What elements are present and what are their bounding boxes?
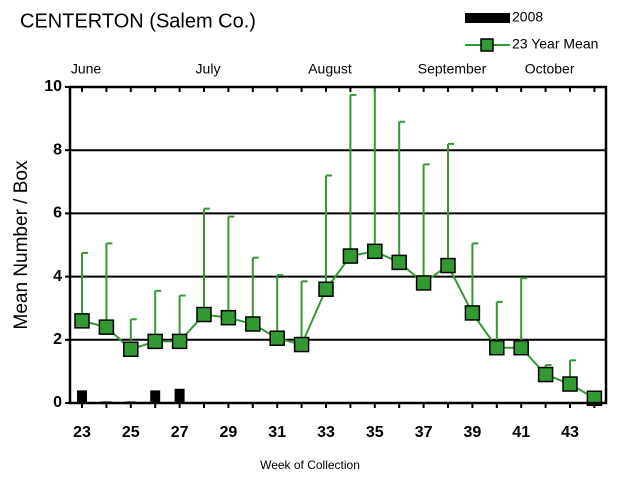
y-tick-label: 2 [53, 331, 62, 348]
y-tick-label: 6 [53, 205, 62, 222]
mean-line [81, 250, 595, 400]
mean-marker [513, 339, 529, 356]
legend-swatch [465, 13, 510, 23]
mean-marker [391, 254, 407, 271]
mean-marker [440, 257, 456, 274]
month-label: June [71, 61, 102, 77]
x-tick-label: 25 [122, 424, 140, 441]
mean-marker [489, 339, 505, 356]
x-tick-label: 31 [268, 424, 286, 441]
mean-marker [318, 281, 334, 297]
x-tick-label: 35 [366, 424, 384, 441]
x-tick-label: 39 [464, 424, 482, 441]
legend-label: 2008 [512, 9, 543, 25]
mean-marker [293, 336, 310, 353]
bar [174, 388, 185, 403]
mean-marker [123, 341, 139, 358]
x-tick-label: 33 [317, 424, 335, 441]
y-tick-label: 0 [53, 394, 62, 411]
mean-marker [367, 243, 383, 260]
mean-marker [196, 306, 212, 323]
mean-marker [220, 309, 237, 326]
x-tick-label: 29 [220, 424, 238, 441]
mean-marker [171, 333, 188, 350]
month-label: October [525, 61, 575, 77]
x-tick-label: 41 [512, 424, 530, 441]
y-tick-label: 8 [53, 141, 62, 158]
mean-marker [74, 313, 90, 329]
x-tick-label: 27 [171, 424, 189, 441]
month-label: August [308, 61, 352, 77]
legend-label: 23 Year Mean [512, 36, 598, 52]
x-tick-label: 43 [561, 424, 579, 441]
mean-marker [562, 376, 578, 392]
mean-marker [98, 319, 115, 335]
mean-marker [147, 333, 163, 350]
mean-marker [464, 305, 481, 321]
chart-title: CENTERTON (Salem Co.) [20, 10, 256, 32]
y-axis-label: Mean Number / Box [11, 160, 32, 329]
bar [150, 390, 161, 403]
x-tick-label: 23 [73, 424, 91, 441]
x-axis-label: Week of Collection [260, 458, 360, 472]
y-tick-label: 10 [44, 78, 62, 95]
month-label: July [196, 61, 221, 77]
legend-marker [480, 38, 494, 52]
mean-marker [342, 248, 359, 264]
y-tick-label: 4 [53, 268, 62, 285]
x-tick-label: 37 [415, 424, 433, 441]
bar [77, 390, 87, 403]
mean-marker [269, 330, 285, 346]
mean-marker [245, 316, 261, 332]
mean-marker [415, 275, 432, 291]
mean-marker [537, 366, 554, 383]
month-label: September [418, 61, 487, 77]
plot-frame [68, 85, 608, 405]
